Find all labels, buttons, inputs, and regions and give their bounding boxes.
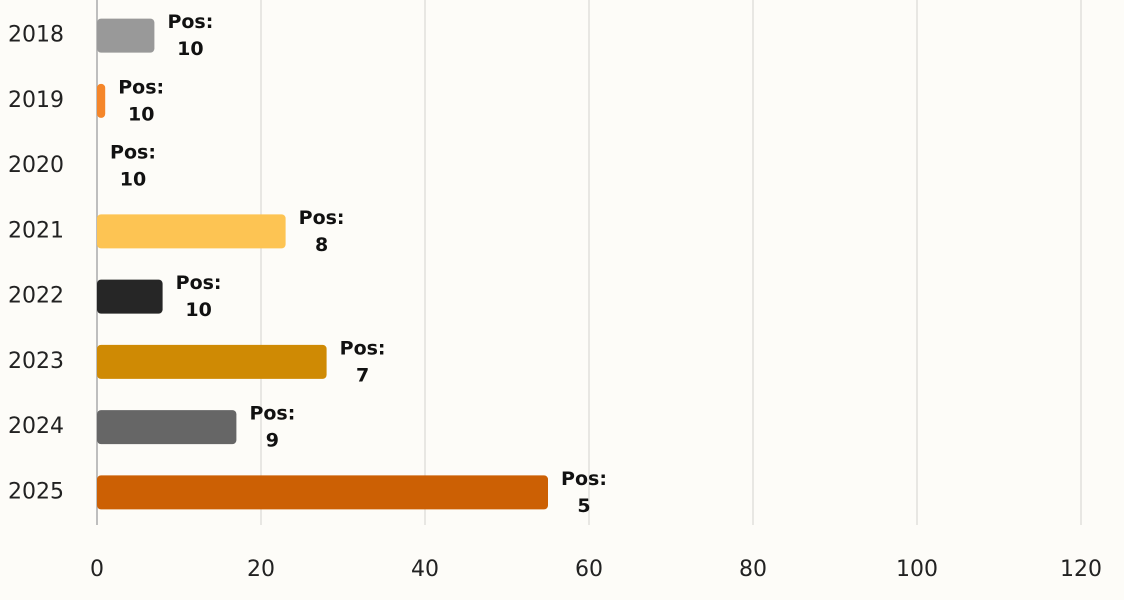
annotation-prefix: Pos: [561,468,607,490]
annotation-position: 8 [315,234,328,256]
annotation-prefix: Pos: [249,403,295,425]
bar [97,475,548,510]
y-tick-label: 2019 [8,88,64,113]
x-tick-label: 120 [1060,557,1102,582]
annotation-position: 9 [266,430,279,452]
bar [97,410,237,445]
annotation-position: 10 [128,103,154,125]
annotation-prefix: Pos: [167,11,213,33]
y-tick-label: 2021 [8,218,64,243]
annotation-prefix: Pos: [176,272,222,294]
x-tick-label: 0 [90,557,104,582]
y-tick-label: 2020 [8,153,64,178]
bar [97,344,327,379]
annotation-position: 5 [577,495,590,517]
annotation-prefix: Pos: [110,142,156,164]
annotation-prefix: Pos: [118,76,164,98]
y-tick-label: 2023 [8,349,64,374]
x-tick-label: 40 [411,557,439,582]
y-tick-label: 2025 [8,479,64,504]
x-tick-label: 100 [896,557,938,582]
y-tick-label: 2018 [8,23,64,48]
annotation-prefix: Pos: [299,207,345,229]
bar [97,18,155,53]
annotation-position: 10 [177,38,203,60]
y-tick-label: 2022 [8,284,64,309]
bar [97,83,106,118]
annotation-position: 7 [356,364,369,386]
x-tick-label: 20 [247,557,275,582]
annotation-position: 10 [185,299,211,321]
annotation-prefix: Pos: [340,337,386,359]
x-tick-label: 60 [575,557,603,582]
x-tick-label: 80 [739,557,767,582]
bar [97,214,286,249]
annotation-position: 10 [120,169,146,191]
bar [97,279,163,314]
y-tick-label: 2024 [8,414,64,439]
